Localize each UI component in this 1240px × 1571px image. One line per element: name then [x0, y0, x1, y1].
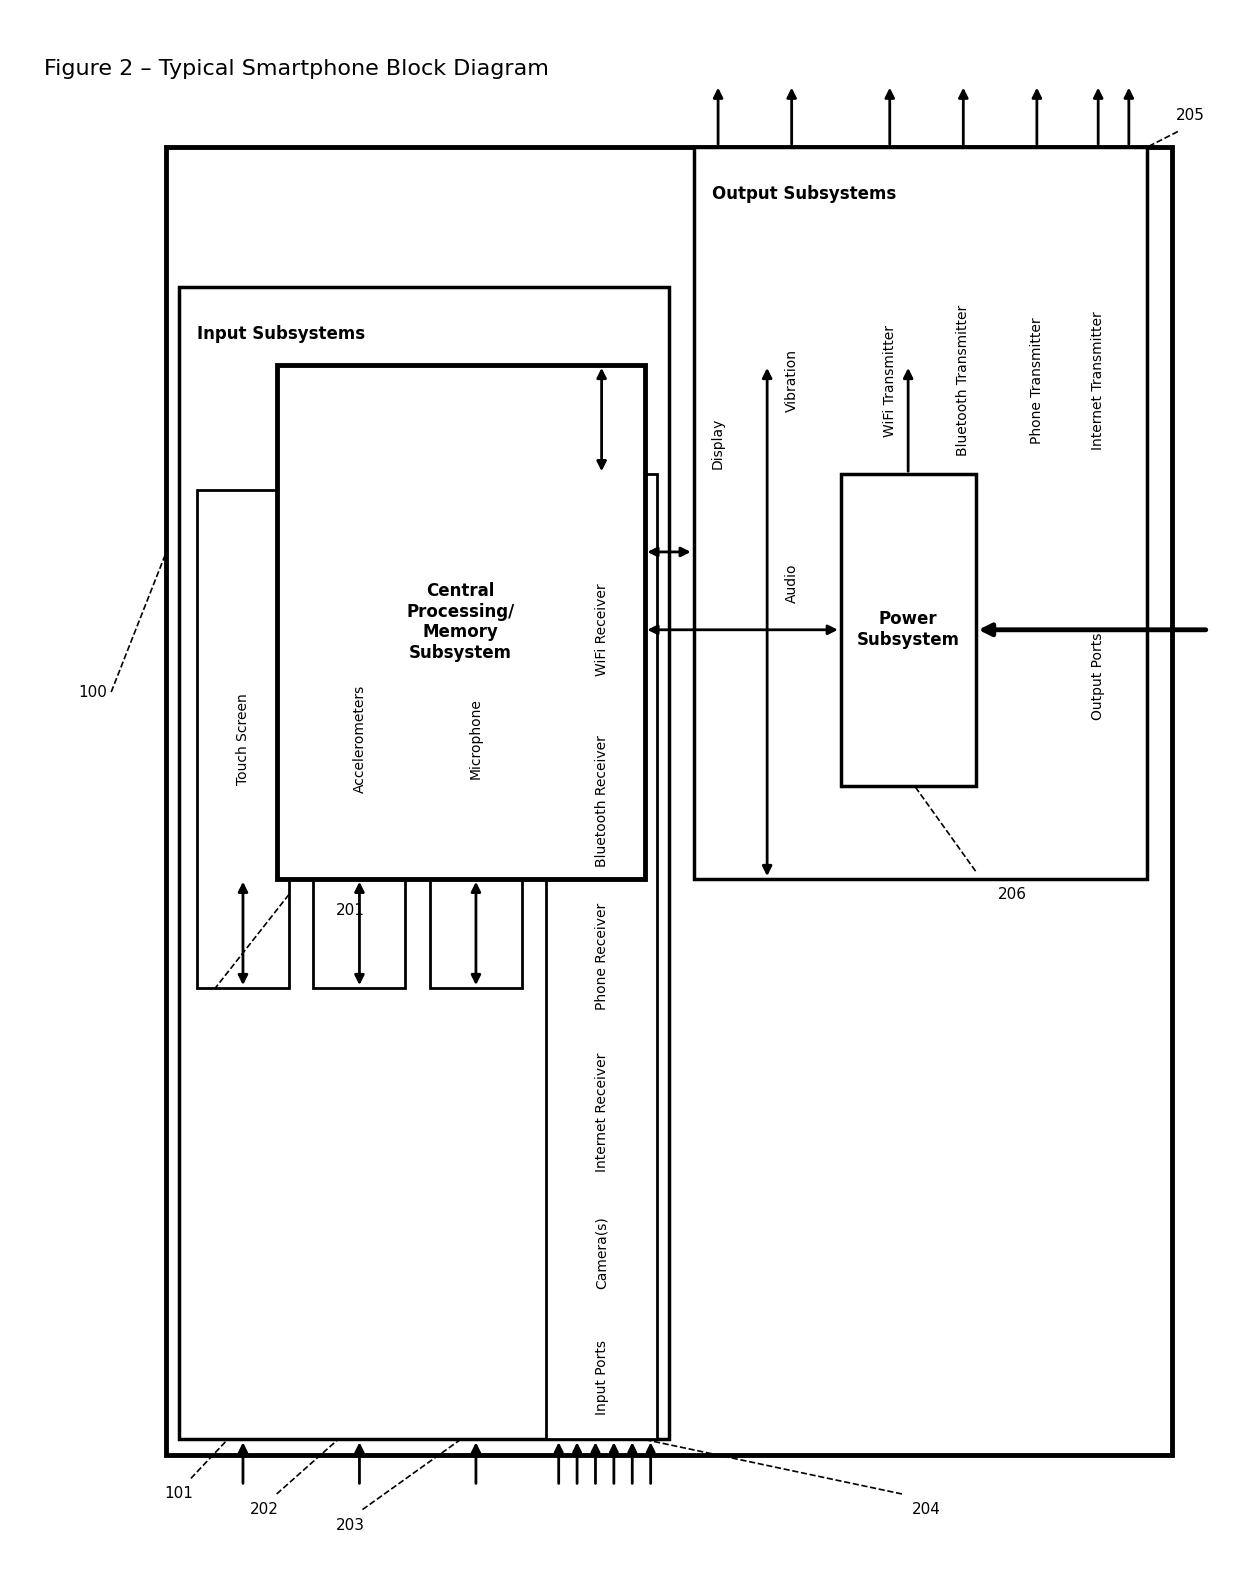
Text: Accelerometers: Accelerometers [352, 685, 367, 793]
Text: 100: 100 [78, 685, 107, 699]
Bar [277, 364, 645, 878]
Text: 205: 205 [1176, 108, 1204, 124]
Bar [693, 148, 1147, 878]
Text: Phone Receiver: Phone Receiver [595, 903, 609, 1010]
Text: Microphone: Microphone [469, 699, 482, 779]
Text: WiFi Receiver: WiFi Receiver [595, 583, 609, 676]
Bar [179, 287, 670, 1439]
Bar [197, 490, 289, 988]
Bar [841, 474, 976, 786]
Text: 204: 204 [913, 1502, 941, 1518]
Text: Display: Display [711, 418, 725, 468]
Text: Power
Subsystem: Power Subsystem [857, 611, 960, 649]
Text: Figure 2 – Typical Smartphone Block Diagram: Figure 2 – Typical Smartphone Block Diag… [43, 60, 548, 79]
Text: 203: 203 [336, 1518, 365, 1533]
Text: Central
Processing/
Memory
Subsystem: Central Processing/ Memory Subsystem [407, 581, 515, 663]
Text: 206: 206 [998, 888, 1027, 902]
Bar [166, 148, 1172, 1455]
Text: Touch Screen: Touch Screen [236, 693, 250, 784]
Text: Input Subsystems: Input Subsystems [197, 325, 365, 342]
Text: Audio: Audio [785, 564, 799, 603]
Text: Bluetooth Transmitter: Bluetooth Transmitter [956, 305, 971, 456]
Bar [430, 490, 522, 988]
Text: WiFi Transmitter: WiFi Transmitter [883, 325, 897, 437]
Text: Input Ports: Input Ports [595, 1340, 609, 1415]
Text: 101: 101 [164, 1486, 193, 1502]
Text: Bluetooth Receiver: Bluetooth Receiver [595, 735, 609, 867]
Text: Vibration: Vibration [785, 349, 799, 412]
Text: 202: 202 [250, 1502, 279, 1518]
Bar [314, 490, 405, 988]
Text: 201: 201 [336, 903, 365, 917]
Text: Output Subsystems: Output Subsystems [712, 185, 897, 203]
Bar [547, 474, 657, 1439]
Text: Output Ports: Output Ports [1091, 633, 1105, 720]
Text: Phone Transmitter: Phone Transmitter [1030, 317, 1044, 445]
Text: Internet Receiver: Internet Receiver [595, 1053, 609, 1172]
Text: Camera(s): Camera(s) [595, 1216, 609, 1290]
Text: Internet Transmitter: Internet Transmitter [1091, 311, 1105, 449]
